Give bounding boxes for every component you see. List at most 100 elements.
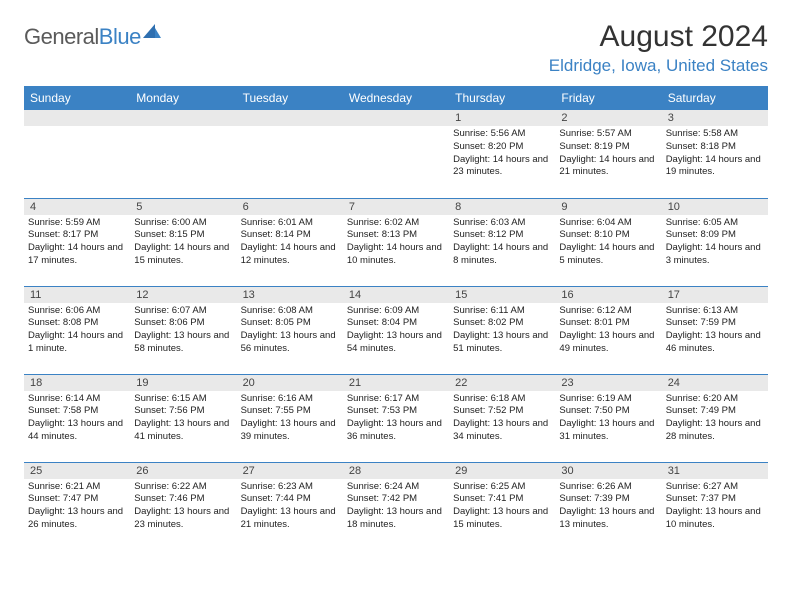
calendar-cell: 10Sunrise: 6:05 AMSunset: 8:09 PMDayligh… xyxy=(662,198,768,286)
daylight-line: Daylight: 14 hours and 1 minute. xyxy=(28,330,126,356)
day-number xyxy=(343,110,449,126)
day-details: Sunrise: 6:02 AMSunset: 8:13 PMDaylight:… xyxy=(343,215,449,272)
daylight-line: Daylight: 13 hours and 36 minutes. xyxy=(347,418,445,444)
daylight-line: Daylight: 14 hours and 17 minutes. xyxy=(28,242,126,268)
day-number: 4 xyxy=(24,199,130,215)
day-details: Sunrise: 6:01 AMSunset: 8:14 PMDaylight:… xyxy=(237,215,343,272)
calendar-cell: 2Sunrise: 5:57 AMSunset: 8:19 PMDaylight… xyxy=(555,110,661,198)
calendar-cell: 11Sunrise: 6:06 AMSunset: 8:08 PMDayligh… xyxy=(24,286,130,374)
calendar-cell xyxy=(237,110,343,198)
sunrise-line: Sunrise: 6:23 AM xyxy=(241,481,339,494)
day-number: 15 xyxy=(449,287,555,303)
weekday-header: Sunday xyxy=(24,86,130,110)
daylight-line: Daylight: 14 hours and 5 minutes. xyxy=(559,242,657,268)
calendar-cell: 29Sunrise: 6:25 AMSunset: 7:41 PMDayligh… xyxy=(449,462,555,550)
day-details: Sunrise: 6:12 AMSunset: 8:01 PMDaylight:… xyxy=(555,303,661,360)
calendar-cell: 5Sunrise: 6:00 AMSunset: 8:15 PMDaylight… xyxy=(130,198,236,286)
day-details: Sunrise: 6:14 AMSunset: 7:58 PMDaylight:… xyxy=(24,391,130,448)
day-number: 13 xyxy=(237,287,343,303)
day-number: 19 xyxy=(130,375,236,391)
sunset-line: Sunset: 7:52 PM xyxy=(453,405,551,418)
sunrise-line: Sunrise: 6:08 AM xyxy=(241,305,339,318)
sunset-line: Sunset: 7:53 PM xyxy=(347,405,445,418)
daylight-line: Daylight: 13 hours and 44 minutes. xyxy=(28,418,126,444)
sunset-line: Sunset: 8:12 PM xyxy=(453,229,551,242)
day-number: 14 xyxy=(343,287,449,303)
calendar-cell: 18Sunrise: 6:14 AMSunset: 7:58 PMDayligh… xyxy=(24,374,130,462)
day-details: Sunrise: 6:18 AMSunset: 7:52 PMDaylight:… xyxy=(449,391,555,448)
calendar-cell: 28Sunrise: 6:24 AMSunset: 7:42 PMDayligh… xyxy=(343,462,449,550)
sunset-line: Sunset: 8:06 PM xyxy=(134,317,232,330)
day-number xyxy=(237,110,343,126)
day-number: 7 xyxy=(343,199,449,215)
title-block: August 2024 Eldridge, Iowa, United State… xyxy=(549,20,768,76)
sunset-line: Sunset: 8:10 PM xyxy=(559,229,657,242)
sunrise-line: Sunrise: 6:25 AM xyxy=(453,481,551,494)
calendar-row: 4Sunrise: 5:59 AMSunset: 8:17 PMDaylight… xyxy=(24,198,768,286)
day-number: 20 xyxy=(237,375,343,391)
day-number: 18 xyxy=(24,375,130,391)
sunset-line: Sunset: 7:41 PM xyxy=(453,493,551,506)
calendar-cell xyxy=(343,110,449,198)
sunrise-line: Sunrise: 6:18 AM xyxy=(453,393,551,406)
daylight-line: Daylight: 13 hours and 26 minutes. xyxy=(28,506,126,532)
calendar-cell: 13Sunrise: 6:08 AMSunset: 8:05 PMDayligh… xyxy=(237,286,343,374)
sunset-line: Sunset: 8:01 PM xyxy=(559,317,657,330)
day-number: 21 xyxy=(343,375,449,391)
sunset-line: Sunset: 7:56 PM xyxy=(134,405,232,418)
day-details: Sunrise: 6:20 AMSunset: 7:49 PMDaylight:… xyxy=(662,391,768,448)
weekday-header: Monday xyxy=(130,86,236,110)
sunset-line: Sunset: 7:58 PM xyxy=(28,405,126,418)
sunset-line: Sunset: 8:02 PM xyxy=(453,317,551,330)
logo-text: GeneralBlue xyxy=(24,24,141,50)
calendar-cell: 3Sunrise: 5:58 AMSunset: 8:18 PMDaylight… xyxy=(662,110,768,198)
sunrise-line: Sunrise: 6:06 AM xyxy=(28,305,126,318)
calendar-cell: 12Sunrise: 6:07 AMSunset: 8:06 PMDayligh… xyxy=(130,286,236,374)
day-details: Sunrise: 6:23 AMSunset: 7:44 PMDaylight:… xyxy=(237,479,343,536)
sunrise-line: Sunrise: 6:19 AM xyxy=(559,393,657,406)
sunrise-line: Sunrise: 5:59 AM xyxy=(28,217,126,230)
day-number: 31 xyxy=(662,463,768,479)
day-details: Sunrise: 6:24 AMSunset: 7:42 PMDaylight:… xyxy=(343,479,449,536)
daylight-line: Daylight: 13 hours and 51 minutes. xyxy=(453,330,551,356)
sunset-line: Sunset: 8:05 PM xyxy=(241,317,339,330)
header: GeneralBlue August 2024 Eldridge, Iowa, … xyxy=(24,20,768,76)
sunrise-line: Sunrise: 6:17 AM xyxy=(347,393,445,406)
day-number: 27 xyxy=(237,463,343,479)
calendar-cell: 23Sunrise: 6:19 AMSunset: 7:50 PMDayligh… xyxy=(555,374,661,462)
calendar-cell: 14Sunrise: 6:09 AMSunset: 8:04 PMDayligh… xyxy=(343,286,449,374)
daylight-line: Daylight: 14 hours and 23 minutes. xyxy=(453,154,551,180)
sunrise-line: Sunrise: 6:07 AM xyxy=(134,305,232,318)
daylight-line: Daylight: 13 hours and 21 minutes. xyxy=(241,506,339,532)
sunrise-line: Sunrise: 6:13 AM xyxy=(666,305,764,318)
daylight-line: Daylight: 13 hours and 49 minutes. xyxy=(559,330,657,356)
sunrise-line: Sunrise: 5:56 AM xyxy=(453,128,551,141)
daylight-line: Daylight: 13 hours and 18 minutes. xyxy=(347,506,445,532)
weekday-header: Tuesday xyxy=(237,86,343,110)
calendar-body: 1Sunrise: 5:56 AMSunset: 8:20 PMDaylight… xyxy=(24,110,768,550)
calendar-cell: 27Sunrise: 6:23 AMSunset: 7:44 PMDayligh… xyxy=(237,462,343,550)
sunset-line: Sunset: 8:20 PM xyxy=(453,141,551,154)
sunrise-line: Sunrise: 5:57 AM xyxy=(559,128,657,141)
day-details: Sunrise: 5:56 AMSunset: 8:20 PMDaylight:… xyxy=(449,126,555,183)
sunrise-line: Sunrise: 6:22 AM xyxy=(134,481,232,494)
day-number: 22 xyxy=(449,375,555,391)
day-number xyxy=(130,110,236,126)
day-details: Sunrise: 6:13 AMSunset: 7:59 PMDaylight:… xyxy=(662,303,768,360)
day-details: Sunrise: 6:25 AMSunset: 7:41 PMDaylight:… xyxy=(449,479,555,536)
sunset-line: Sunset: 8:04 PM xyxy=(347,317,445,330)
sunrise-line: Sunrise: 6:26 AM xyxy=(559,481,657,494)
day-number: 6 xyxy=(237,199,343,215)
daylight-line: Daylight: 14 hours and 19 minutes. xyxy=(666,154,764,180)
logo: GeneralBlue xyxy=(24,20,163,50)
sunset-line: Sunset: 8:13 PM xyxy=(347,229,445,242)
sunrise-line: Sunrise: 5:58 AM xyxy=(666,128,764,141)
daylight-line: Daylight: 14 hours and 10 minutes. xyxy=(347,242,445,268)
sunset-line: Sunset: 8:18 PM xyxy=(666,141,764,154)
daylight-line: Daylight: 13 hours and 54 minutes. xyxy=(347,330,445,356)
calendar-cell: 24Sunrise: 6:20 AMSunset: 7:49 PMDayligh… xyxy=(662,374,768,462)
calendar-row: 18Sunrise: 6:14 AMSunset: 7:58 PMDayligh… xyxy=(24,374,768,462)
sunset-line: Sunset: 7:42 PM xyxy=(347,493,445,506)
day-details: Sunrise: 6:09 AMSunset: 8:04 PMDaylight:… xyxy=(343,303,449,360)
calendar-cell: 30Sunrise: 6:26 AMSunset: 7:39 PMDayligh… xyxy=(555,462,661,550)
